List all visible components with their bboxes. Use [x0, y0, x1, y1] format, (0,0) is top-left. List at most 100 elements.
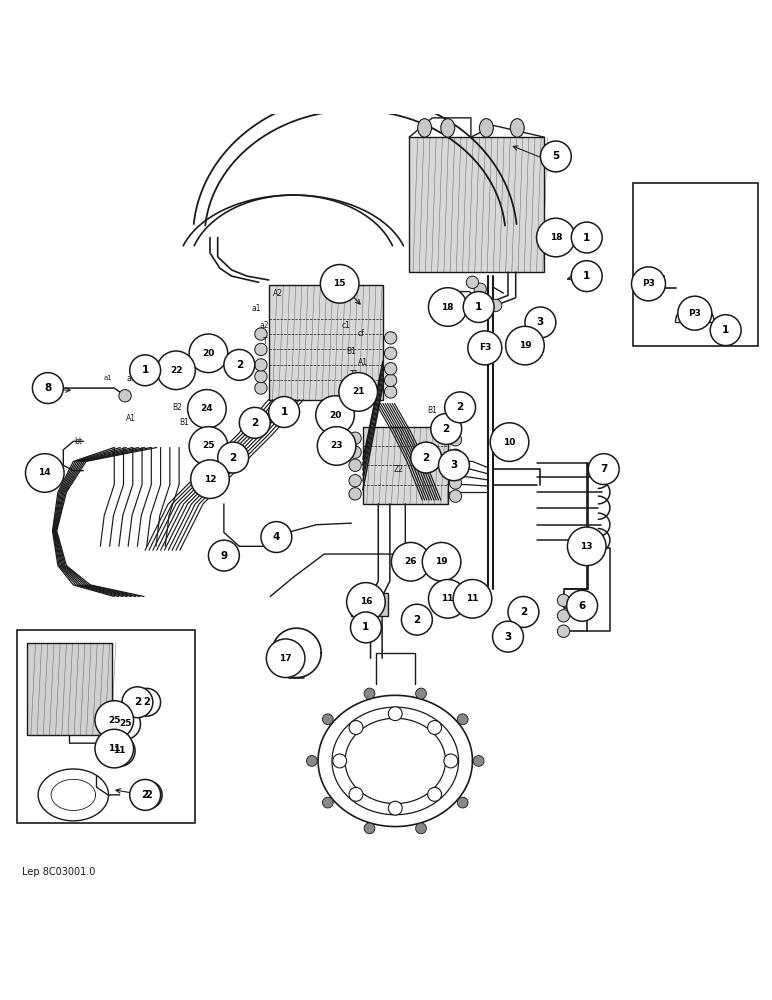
- Circle shape: [349, 488, 361, 500]
- Text: 24: 24: [201, 404, 213, 413]
- Circle shape: [320, 265, 359, 303]
- Text: 1: 1: [280, 407, 288, 417]
- Circle shape: [388, 707, 402, 721]
- Circle shape: [111, 685, 120, 694]
- Text: 20: 20: [329, 411, 341, 420]
- Circle shape: [428, 721, 442, 734]
- Circle shape: [508, 596, 539, 627]
- Text: 1: 1: [722, 325, 730, 335]
- Text: b2: b2: [341, 380, 350, 389]
- Circle shape: [349, 446, 361, 458]
- Circle shape: [567, 527, 606, 566]
- Text: c1: c1: [341, 321, 350, 330]
- Circle shape: [384, 363, 397, 375]
- Text: 18: 18: [442, 302, 454, 312]
- Circle shape: [474, 283, 486, 295]
- Circle shape: [339, 373, 378, 411]
- Ellipse shape: [441, 119, 455, 137]
- Circle shape: [449, 434, 462, 446]
- Circle shape: [368, 625, 381, 637]
- Text: 1: 1: [141, 365, 149, 375]
- Text: bt: bt: [75, 437, 83, 446]
- Circle shape: [678, 296, 712, 330]
- Circle shape: [255, 382, 267, 394]
- Circle shape: [350, 612, 381, 643]
- Text: Z2: Z2: [394, 465, 403, 474]
- Text: 2: 2: [145, 790, 151, 800]
- Circle shape: [645, 268, 660, 284]
- Text: 7: 7: [600, 464, 608, 474]
- Circle shape: [349, 459, 361, 471]
- Text: T: T: [263, 337, 268, 346]
- Text: 8: 8: [44, 383, 52, 393]
- Circle shape: [104, 735, 135, 766]
- Circle shape: [317, 427, 356, 465]
- Text: a1: a1: [103, 375, 113, 381]
- Text: 3: 3: [450, 460, 458, 470]
- Circle shape: [557, 594, 570, 607]
- Circle shape: [323, 797, 334, 808]
- Circle shape: [364, 688, 375, 699]
- Circle shape: [133, 688, 161, 716]
- Text: cf: cf: [358, 329, 364, 338]
- Text: M1: M1: [367, 387, 378, 396]
- Text: 2: 2: [251, 418, 259, 428]
- Text: 19: 19: [519, 341, 531, 350]
- Text: 23: 23: [330, 441, 343, 450]
- Text: 11: 11: [466, 594, 479, 603]
- Text: 2: 2: [229, 453, 237, 463]
- Circle shape: [482, 297, 494, 309]
- Circle shape: [422, 542, 461, 581]
- Circle shape: [208, 540, 239, 571]
- Text: 15: 15: [334, 279, 346, 288]
- Circle shape: [349, 432, 361, 444]
- Text: 2: 2: [141, 790, 149, 800]
- Circle shape: [224, 349, 255, 380]
- Text: 14: 14: [39, 468, 51, 477]
- Text: 16: 16: [360, 597, 372, 606]
- Circle shape: [662, 297, 674, 309]
- Circle shape: [357, 625, 369, 637]
- Text: A2: A2: [273, 289, 283, 298]
- Circle shape: [119, 390, 131, 402]
- Text: B1: B1: [179, 418, 188, 427]
- Circle shape: [540, 141, 571, 172]
- Text: 20: 20: [202, 349, 215, 358]
- Text: B1: B1: [347, 347, 356, 356]
- Circle shape: [266, 639, 305, 678]
- Circle shape: [189, 427, 228, 465]
- Circle shape: [457, 797, 468, 808]
- Text: 12: 12: [204, 475, 216, 484]
- Circle shape: [347, 583, 385, 621]
- Circle shape: [401, 604, 432, 635]
- Circle shape: [557, 610, 570, 622]
- Ellipse shape: [479, 119, 493, 137]
- Text: T1: T1: [215, 488, 224, 497]
- Text: 1: 1: [475, 302, 482, 312]
- Text: 2: 2: [413, 615, 421, 625]
- Bar: [17, 630, 195, 823]
- Bar: [351, 593, 388, 616]
- Text: 2: 2: [442, 424, 450, 434]
- Circle shape: [111, 669, 120, 678]
- Text: T1: T1: [350, 370, 360, 379]
- Bar: [269, 285, 383, 400]
- Text: 3: 3: [504, 632, 512, 642]
- Text: a1: a1: [252, 304, 261, 313]
- Text: 5: 5: [552, 151, 560, 161]
- Circle shape: [130, 779, 161, 810]
- Circle shape: [95, 729, 134, 768]
- Circle shape: [391, 542, 430, 581]
- Circle shape: [261, 522, 292, 552]
- Text: Z1: Z1: [414, 448, 423, 457]
- Text: 11: 11: [442, 594, 454, 603]
- Text: 17: 17: [279, 654, 292, 663]
- Circle shape: [463, 292, 494, 322]
- Bar: [27, 643, 112, 735]
- Circle shape: [428, 787, 442, 801]
- Text: 10: 10: [503, 438, 516, 447]
- Circle shape: [537, 218, 575, 257]
- Text: A1: A1: [127, 414, 136, 423]
- Circle shape: [571, 222, 602, 253]
- Text: a1: a1: [127, 374, 136, 383]
